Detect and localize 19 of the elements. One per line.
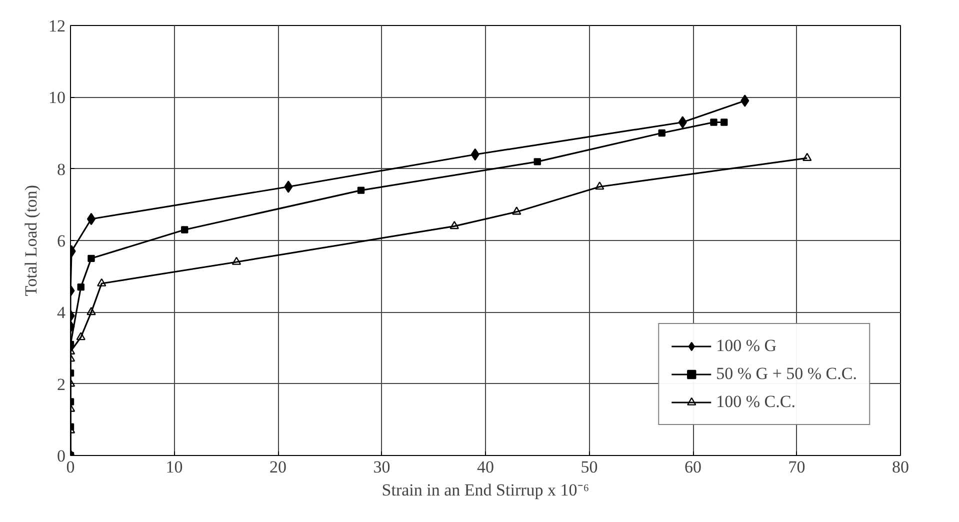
y-tick-label: 12: [48, 16, 66, 36]
x-tick-label: 10: [166, 458, 183, 476]
x-tick-label: 60: [684, 458, 702, 476]
x-axis-title: Strain in an End Stirrup x 10⁻⁶: [382, 480, 590, 500]
legend-label: 50 % G + 50 % C.C.: [716, 364, 857, 384]
y-tick-label: 2: [57, 374, 66, 394]
x-tick-label: 50: [580, 458, 598, 476]
y-tick-label: 6: [57, 232, 66, 250]
y-tick-label: 10: [48, 88, 66, 108]
x-tick-label: 30: [373, 458, 390, 476]
legend-label: 100 % C.C.: [716, 392, 796, 412]
legend-label: 100 % G: [716, 336, 777, 356]
y-tick-label: 4: [57, 303, 66, 322]
x-tick-label: 80: [892, 458, 909, 476]
x-tick-label: 20: [270, 458, 286, 476]
y-tick-label: 8: [57, 160, 66, 179]
x-tick-label: 70: [788, 458, 806, 476]
y-axis-title: Total Load (ton): [22, 184, 40, 296]
x-tick-label: 40: [477, 458, 494, 476]
